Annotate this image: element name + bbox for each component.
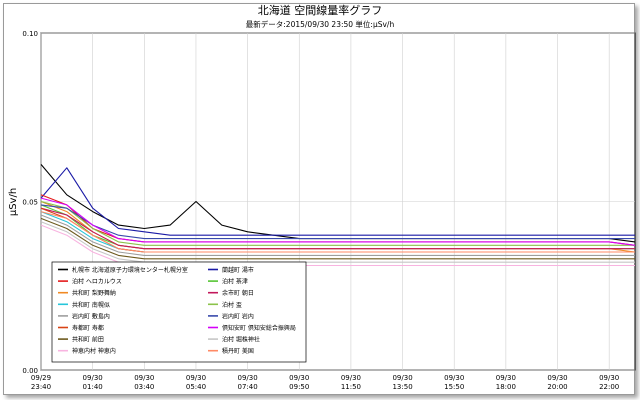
legend-entry: 寿都町 寿都	[72, 324, 104, 332]
x-tick-time: 22:00	[599, 383, 619, 391]
legend-box	[51, 261, 307, 363]
legend-entry: 共和町 梨野舞納	[72, 289, 116, 297]
legend-entry: 泊村 ヘロカルウス	[72, 278, 122, 286]
legend-entry: 泊村 茶津	[222, 278, 248, 286]
x-tick-time: 07:40	[238, 383, 258, 391]
series-line	[40, 221, 635, 263]
y-tick-label: 0.10	[22, 30, 38, 38]
series-line	[40, 167, 635, 236]
legend-entry: 岩内町 岩内	[222, 312, 254, 320]
legend-entry: 蘭越町 湯市	[222, 266, 254, 274]
x-tick-date: 09/30	[289, 374, 309, 382]
x-tick-date: 09/30	[238, 374, 258, 382]
legend-entry: 共和町 南幌似	[72, 301, 110, 309]
x-tick-date: 09/30	[496, 374, 516, 382]
y-tick-label: 0.05	[22, 199, 38, 207]
legend-entry: 共和町 前田	[72, 336, 104, 344]
legend-entry: 泊村 堀株神社	[222, 336, 260, 344]
y-axis-label: μSv/h	[8, 188, 19, 216]
legend-entry: 札幌市 北海道原子力環境センター札幌分室	[72, 266, 188, 274]
x-tick-date: 09/30	[599, 374, 619, 382]
legend-entry: 余市町 朝日	[222, 289, 254, 297]
series-line	[40, 200, 635, 246]
x-tick-date: 09/30	[547, 374, 567, 382]
x-tick-time: 11:50	[341, 383, 361, 391]
x-tick-time: 20:00	[547, 383, 567, 391]
axis-ticks: 0.000.050.1009/2923:4009/3001:4009/3003:…	[22, 30, 619, 391]
x-tick-time: 18:00	[496, 383, 516, 391]
x-tick-time: 23:40	[31, 383, 51, 391]
x-tick-time: 01:40	[83, 383, 103, 391]
series-line	[40, 207, 635, 250]
x-tick-time: 15:50	[444, 383, 464, 391]
x-tick-date: 09/30	[392, 374, 412, 382]
x-tick-time: 13:50	[392, 383, 412, 391]
series-line	[40, 204, 635, 240]
legend-entry: 積丹町 美国	[222, 347, 254, 355]
x-tick-time: 05:40	[186, 383, 206, 391]
series-line	[40, 211, 635, 253]
x-tick-date: 09/30	[186, 374, 206, 382]
legend-entry: 岩内町 敷島内	[72, 312, 110, 320]
chart-subtitle: 最新データ:2015/09/30 23:50 単位:μSv/h	[246, 19, 395, 29]
x-tick-date: 09/30	[341, 374, 361, 382]
chart-title: 北海道 空間線量率グラフ	[258, 3, 383, 17]
series-line	[40, 217, 635, 260]
y-tick-label: 0.00	[22, 367, 38, 375]
x-tick-date: 09/30	[444, 374, 464, 382]
legend-entry: 泊村 盃	[222, 301, 242, 309]
x-tick-time: 03:40	[134, 383, 154, 391]
legend-entry: 神恵内村 神恵内	[72, 347, 116, 355]
x-tick-date: 09/30	[134, 374, 154, 382]
x-tick-date: 09/30	[83, 374, 103, 382]
series-line	[40, 214, 635, 256]
x-tick-time: 09:50	[289, 383, 309, 391]
legend-entry: 倶知安町 倶知安総合振興局	[222, 324, 296, 332]
series-line	[40, 197, 636, 246]
x-tick-date: 09/29	[31, 374, 51, 382]
